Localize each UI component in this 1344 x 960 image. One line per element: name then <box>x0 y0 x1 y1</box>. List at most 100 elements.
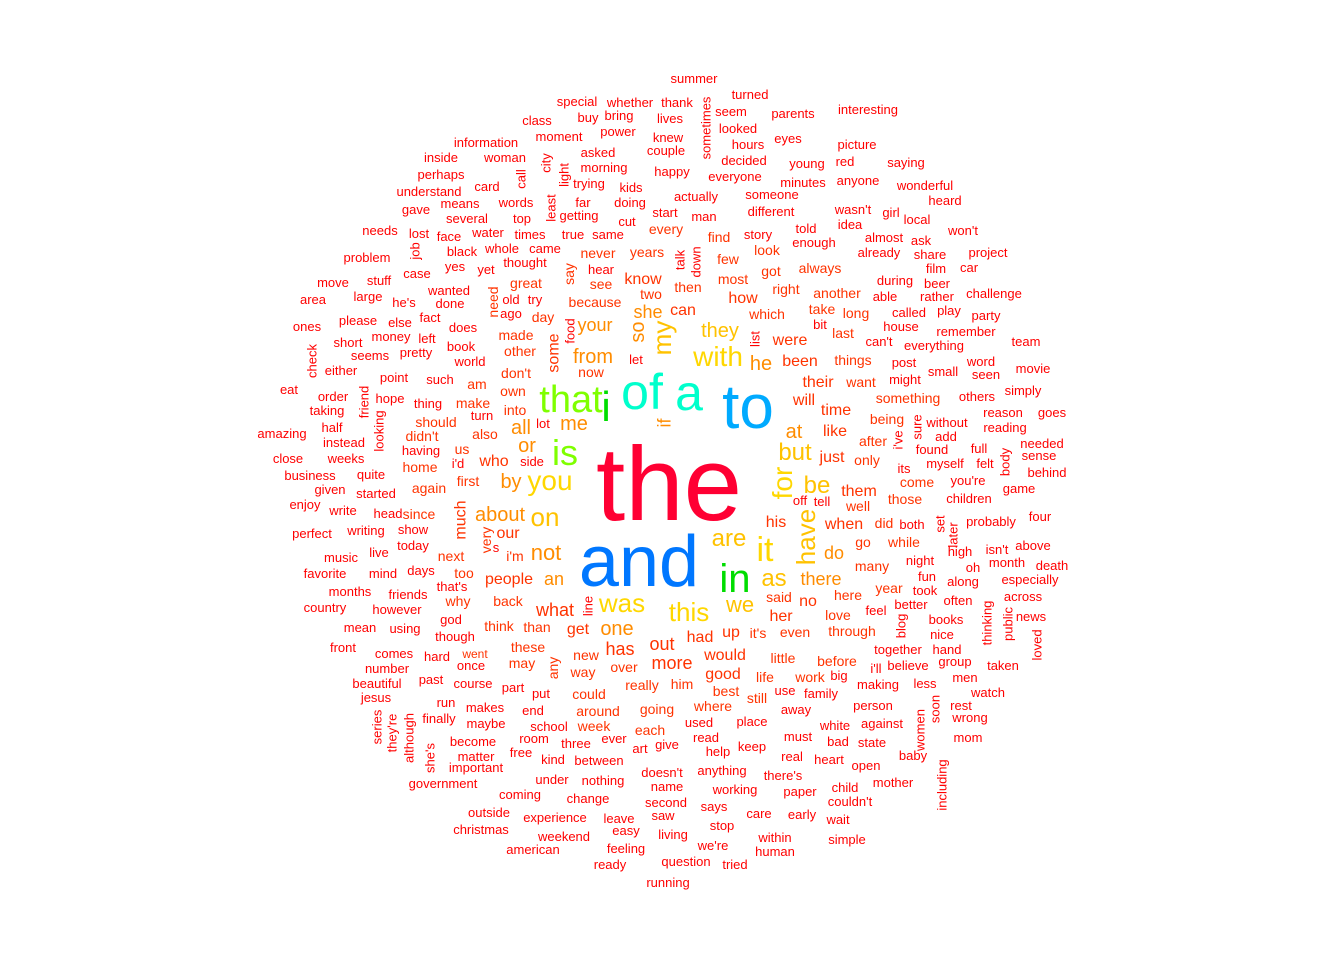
cloud-word-which: which <box>748 306 785 322</box>
cloud-word-could: could <box>572 686 605 702</box>
cloud-word-open: open <box>852 758 881 773</box>
cloud-word-thank: thank <box>661 95 693 110</box>
cloud-word-different: different <box>748 204 795 219</box>
cloud-word-night: night <box>906 553 935 568</box>
cloud-word-take: take <box>809 301 836 317</box>
cloud-word-friends: friends <box>388 587 428 602</box>
cloud-word-finally: finally <box>422 711 456 726</box>
cloud-word-kind: kind <box>541 752 565 767</box>
cloud-word-went: went <box>461 647 488 661</box>
cloud-word-quite: quite <box>357 467 385 482</box>
cloud-word-him: him <box>671 676 694 692</box>
cloud-word-along: along <box>947 574 979 589</box>
cloud-word-being: being <box>870 411 904 427</box>
cloud-word-made: made <box>498 327 533 343</box>
cloud-word-times: times <box>514 227 546 242</box>
cloud-word-the: the <box>596 426 742 543</box>
cloud-word-shes: she's <box>423 743 438 773</box>
cloud-word-off: off <box>793 493 808 508</box>
cloud-word-having: having <box>402 443 440 458</box>
cloud-word-list: list <box>748 331 763 347</box>
cloud-word-talk: talk <box>673 249 688 270</box>
cloud-word-tried: tried <box>722 857 747 872</box>
cloud-word-month: month <box>989 555 1025 570</box>
cloud-word-i: i <box>601 383 610 430</box>
cloud-word-if: if <box>654 418 674 428</box>
cloud-word-week: week <box>577 718 612 734</box>
cloud-word-name: name <box>651 779 684 794</box>
cloud-word-feel: feel <box>866 603 887 618</box>
cloud-word-so: so <box>627 321 649 342</box>
cloud-word-working: working <box>712 782 758 797</box>
cloud-word-question: question <box>661 854 710 869</box>
cloud-word-these: these <box>511 639 545 655</box>
cloud-word-live: live <box>369 545 389 560</box>
cloud-word-men: men <box>952 670 977 685</box>
cloud-word-say: say <box>561 263 577 285</box>
cloud-word-few: few <box>717 251 740 267</box>
cloud-word-any: any <box>545 657 561 680</box>
cloud-word-place: place <box>736 714 767 729</box>
cloud-word-watch: watch <box>970 685 1005 700</box>
cloud-word-only: only <box>854 452 880 468</box>
cloud-word-several: several <box>446 211 488 226</box>
cloud-word-said: said <box>766 589 792 605</box>
cloud-word-some: some <box>546 333 563 372</box>
cloud-word-its: it's <box>750 625 767 641</box>
cloud-word-mind: mind <box>369 566 397 581</box>
cloud-word-too: too <box>454 565 474 581</box>
cloud-word-beer: beer <box>924 276 951 291</box>
cloud-word-much: much <box>453 500 470 539</box>
cloud-word-time: time <box>821 402 851 419</box>
cloud-word-again: again <box>412 480 446 496</box>
cloud-word-hand: hand <box>933 642 962 657</box>
cloud-word-use: use <box>775 683 796 698</box>
cloud-word-ready: ready <box>594 857 627 872</box>
cloud-word-write: write <box>328 503 356 518</box>
cloud-word-blog: blog <box>894 614 909 639</box>
cloud-word-stuff: stuff <box>367 273 392 288</box>
cloud-word-power: power <box>600 124 636 139</box>
cloud-word-after: after <box>859 433 887 449</box>
cloud-word-business: business <box>284 468 336 483</box>
cloud-word-outside: outside <box>468 805 510 820</box>
cloud-word-without: without <box>925 415 968 430</box>
cloud-word-beautiful: beautiful <box>352 676 401 691</box>
cloud-word-god: god <box>440 612 462 627</box>
cloud-word-anyone: anyone <box>837 173 880 188</box>
cloud-word-needed: needed <box>1020 436 1063 451</box>
cloud-word-another: another <box>813 285 861 301</box>
cloud-word-ive: i've <box>891 430 906 449</box>
cloud-word-cant: can't <box>865 334 892 349</box>
cloud-word-moment: moment <box>536 129 583 144</box>
cloud-word-perfect: perfect <box>292 526 332 541</box>
cloud-word-months: months <box>329 584 372 599</box>
cloud-word-each: each <box>635 722 665 738</box>
cloud-word-number: number <box>365 661 410 676</box>
cloud-word-little: little <box>771 650 796 666</box>
cloud-word-come: come <box>900 474 934 490</box>
cloud-word-they: they <box>701 320 739 342</box>
cloud-word-by: by <box>500 471 521 493</box>
cloud-word-those: those <box>888 491 922 507</box>
cloud-word-movie: movie <box>1016 361 1051 376</box>
cloud-word-point: point <box>380 370 409 385</box>
cloud-word-decided: decided <box>721 153 767 168</box>
cloud-word-happy: happy <box>654 164 690 179</box>
cloud-word-heard: heard <box>928 193 961 208</box>
cloud-word-work: work <box>794 669 826 685</box>
cloud-word-enjoy: enjoy <box>289 497 321 512</box>
cloud-word-both: both <box>899 517 924 532</box>
cloud-word-child: child <box>832 780 859 795</box>
cloud-word-simple: simple <box>828 832 866 847</box>
cloud-word-kids: kids <box>619 180 643 195</box>
cloud-word-loved: loved <box>1030 629 1045 660</box>
cloud-word-around: around <box>576 703 620 719</box>
cloud-word-her: her <box>769 608 793 625</box>
cloud-word-together: together <box>874 642 922 657</box>
cloud-word-using: using <box>389 621 420 636</box>
cloud-word-know: know <box>624 271 662 288</box>
cloud-word-reason: reason <box>983 405 1023 420</box>
cloud-word-need: need <box>485 286 501 317</box>
cloud-word-experience: experience <box>523 810 587 825</box>
